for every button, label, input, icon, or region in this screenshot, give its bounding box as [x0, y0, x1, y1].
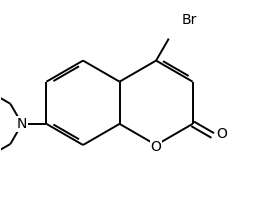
- Text: O: O: [217, 127, 228, 141]
- Text: N: N: [17, 117, 27, 131]
- Text: Br: Br: [182, 13, 197, 27]
- Text: O: O: [151, 140, 162, 154]
